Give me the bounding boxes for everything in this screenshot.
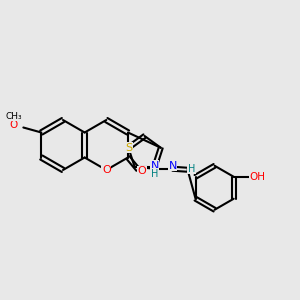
Text: O: O bbox=[102, 165, 111, 175]
Text: H: H bbox=[188, 164, 195, 174]
Text: O: O bbox=[138, 167, 146, 176]
Text: S: S bbox=[125, 143, 132, 153]
Text: N: N bbox=[168, 161, 177, 171]
Text: N: N bbox=[150, 162, 159, 172]
Text: OH: OH bbox=[250, 172, 266, 182]
Text: H: H bbox=[151, 169, 158, 179]
Text: O: O bbox=[9, 119, 17, 130]
Text: CH₃: CH₃ bbox=[5, 112, 22, 121]
Text: N: N bbox=[150, 161, 159, 171]
